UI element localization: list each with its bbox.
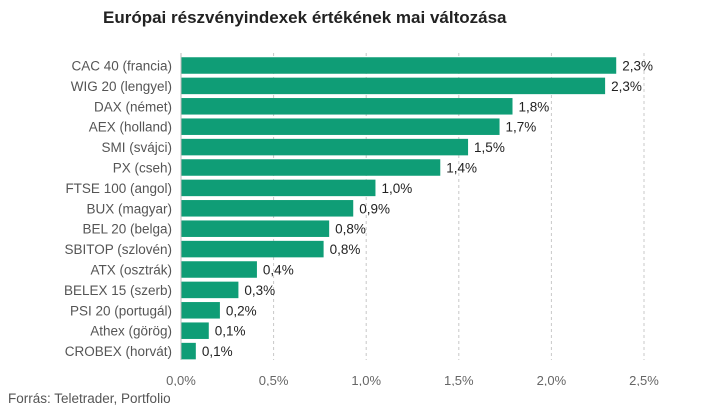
- bar: [181, 118, 500, 135]
- chart-title: Európai részvényindexek értékének mai vá…: [103, 8, 507, 27]
- value-label: 0,4%: [263, 263, 294, 278]
- category-label: WIG 20 (lengyel): [71, 79, 172, 94]
- value-label: 1,8%: [519, 99, 550, 114]
- category-label: CROBEX (horvát): [65, 344, 172, 359]
- category-label: AEX (holland): [89, 120, 172, 135]
- value-label: 0,8%: [330, 242, 361, 257]
- bar-chart: CAC 40 (francia) WIG 20 (lengyel) DAX (ném…: [64, 53, 659, 386]
- bar: [181, 200, 354, 217]
- value-label: 0,3%: [244, 283, 275, 298]
- value-label: 1,0%: [381, 181, 412, 196]
- value-label: 1,4%: [446, 161, 477, 176]
- bar: [181, 98, 513, 115]
- x-tick-label: 2,0%: [537, 373, 567, 386]
- category-labels: CAC 40 (francia) WIG 20 (lengyel) DAX (ném…: [64, 59, 172, 360]
- value-label: 0,9%: [359, 201, 390, 216]
- value-label: 2,3%: [622, 59, 653, 74]
- category-label: Athex (görög): [90, 324, 172, 339]
- source-note: Forrás: Teletrader, Portfolio: [8, 391, 171, 406]
- x-tick-label: 1,0%: [351, 373, 381, 386]
- bar: [181, 77, 606, 95]
- x-tick-label: 0,0%: [166, 373, 196, 386]
- bars: [181, 57, 617, 360]
- bar: [181, 302, 220, 319]
- x-tick-label: 2,5%: [629, 373, 659, 386]
- bar: [181, 220, 330, 237]
- category-label: PX (cseh): [113, 161, 172, 176]
- category-label: CAC 40 (francia): [71, 59, 172, 74]
- value-label: 2,3%: [611, 79, 642, 94]
- bar: [181, 322, 209, 339]
- value-label: 0,1%: [202, 344, 233, 359]
- bar: [181, 261, 257, 278]
- bar: [181, 281, 239, 299]
- value-label: 0,1%: [215, 324, 246, 339]
- category-label: PSI 20 (portugál): [70, 303, 172, 318]
- value-label: 0,8%: [335, 222, 366, 237]
- category-label: BEL 20 (belga): [82, 222, 172, 237]
- value-label: 1,7%: [506, 120, 537, 135]
- category-label: ATX (osztrák): [90, 263, 172, 278]
- x-tick-label: 1,5%: [444, 373, 474, 386]
- x-tick-label: 0,5%: [259, 373, 289, 386]
- category-label: FTSE 100 (angol): [65, 181, 172, 196]
- bar: [181, 179, 376, 197]
- category-label: DAX (német): [94, 99, 172, 114]
- x-axis-ticks: 0,0% 0,5% 1,0% 1,5% 2,0% 2,5%: [166, 373, 659, 386]
- bar: [181, 240, 324, 258]
- value-labels: 2,3% 2,3% 1,8% 1,7%1,5% 1,4% 1,0% 0,9% 0,8% 0,8%…: [202, 59, 653, 360]
- bar: [181, 342, 196, 360]
- category-label: BELEX 15 (szerb): [64, 283, 172, 298]
- bar: [181, 159, 441, 176]
- bar: [181, 57, 617, 74]
- value-label: 1,5%: [474, 140, 505, 155]
- category-label: SBITOP (szlovén): [64, 242, 172, 257]
- category-label: BUX (magyar): [86, 201, 172, 216]
- category-label: SMI (svájci): [102, 140, 173, 155]
- bar: [181, 138, 469, 156]
- value-label: 0,2%: [226, 303, 257, 318]
